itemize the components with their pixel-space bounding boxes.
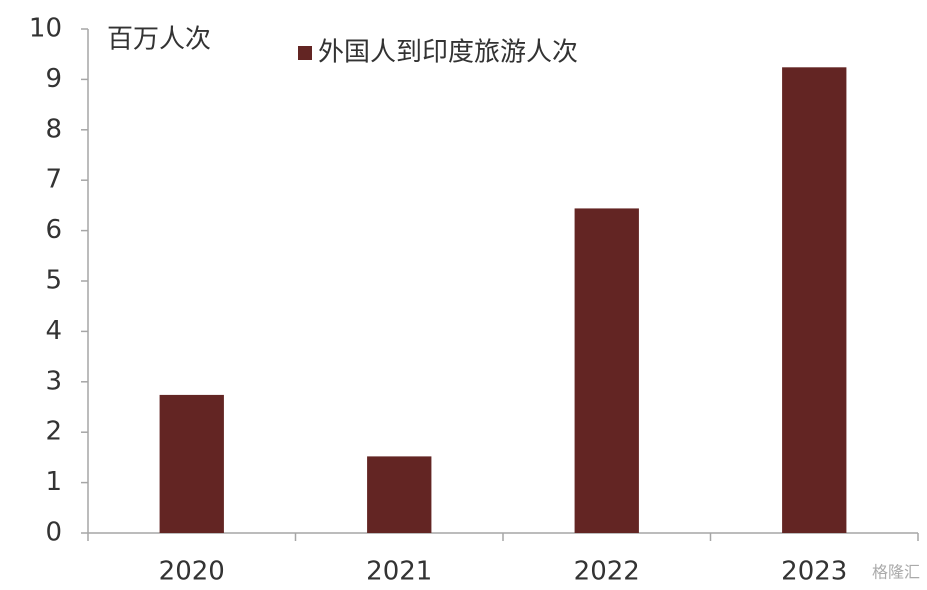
y-tick-label: 5 — [45, 266, 62, 296]
x-tick-label: 2020 — [159, 557, 225, 587]
x-tick-label: 2023 — [781, 557, 847, 587]
legend-label: 外国人到印度旅游人次 — [318, 38, 578, 68]
bar — [574, 208, 639, 533]
y-tick-label: 9 — [45, 64, 62, 94]
y-axis-unit: 百万人次 — [107, 25, 211, 55]
y-tick-label: 7 — [45, 165, 62, 195]
bar — [159, 394, 224, 533]
x-tick-label: 2022 — [574, 557, 640, 587]
y-tick-label: 0 — [45, 518, 62, 548]
y-tick-label: 2 — [45, 417, 62, 447]
y-tick-label: 10 — [29, 14, 62, 44]
y-tick-label: 4 — [45, 316, 62, 346]
y-tick-label: 3 — [45, 366, 62, 396]
y-tick-label: 6 — [45, 215, 62, 245]
x-tick-label: 2021 — [366, 557, 432, 587]
bar — [782, 67, 847, 533]
y-tick-label: 1 — [45, 467, 62, 497]
bar — [367, 456, 432, 533]
legend-swatch — [298, 46, 312, 60]
y-tick-label: 8 — [45, 114, 62, 144]
watermark: 格隆汇 — [872, 563, 920, 582]
